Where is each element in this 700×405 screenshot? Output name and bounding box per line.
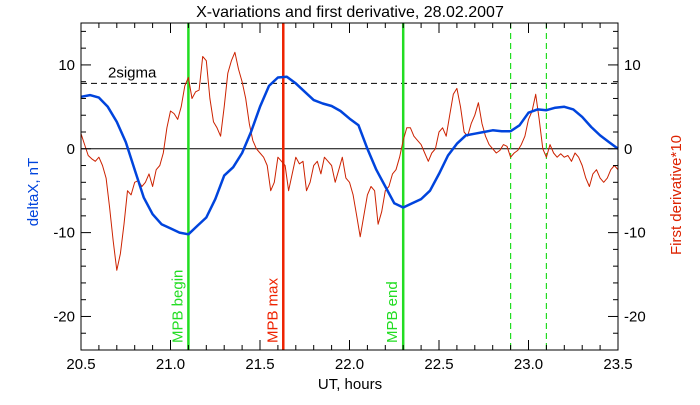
y-axis-label-left: deltaX, nT xyxy=(25,158,42,226)
axes: 20.5 21.0 21.5 22.0 22.5 23.0 23.5 -20 -20 -10 -10… xyxy=(53,22,646,373)
y-axis-label-right: First derivative*10 xyxy=(668,135,685,255)
marker-label-1: MPB max xyxy=(264,277,281,343)
series-line-0 xyxy=(80,75,619,236)
y-tick-label-right: -20 xyxy=(624,308,646,325)
y-tick-label-left: -20 xyxy=(53,308,75,325)
y-tick-label-left: -10 xyxy=(53,225,75,242)
y-tick-label-right: -10 xyxy=(624,225,646,242)
plot-area: 2sigma MPB begin MPB max MPB end xyxy=(80,23,619,350)
x-axis-label: UT, hours xyxy=(318,376,382,393)
x-tick-label: 23.0 xyxy=(514,356,543,373)
x-tick-label: 20.5 xyxy=(66,356,95,373)
series-line-1 xyxy=(80,51,619,271)
chart-title: X-variations and first derivative, 28.02… xyxy=(196,4,504,21)
x-tick-label: 22.5 xyxy=(424,356,453,373)
y-tick-label-left: 10 xyxy=(58,57,75,74)
reference-line-label: 2sigma xyxy=(108,64,157,81)
x-tick-label: 23.5 xyxy=(603,356,632,373)
x-tick-label: 22.0 xyxy=(335,356,364,373)
x-tick-label: 21.5 xyxy=(245,356,274,373)
y-tick-label-left: 0 xyxy=(67,141,75,158)
marker-label-2: MPB end xyxy=(384,281,401,343)
y-tick-label-right: 0 xyxy=(624,141,632,158)
marker-label-0: MPB begin xyxy=(169,270,186,343)
x-tick-label: 21.0 xyxy=(156,356,185,373)
y-tick-label-right: 10 xyxy=(624,57,641,74)
